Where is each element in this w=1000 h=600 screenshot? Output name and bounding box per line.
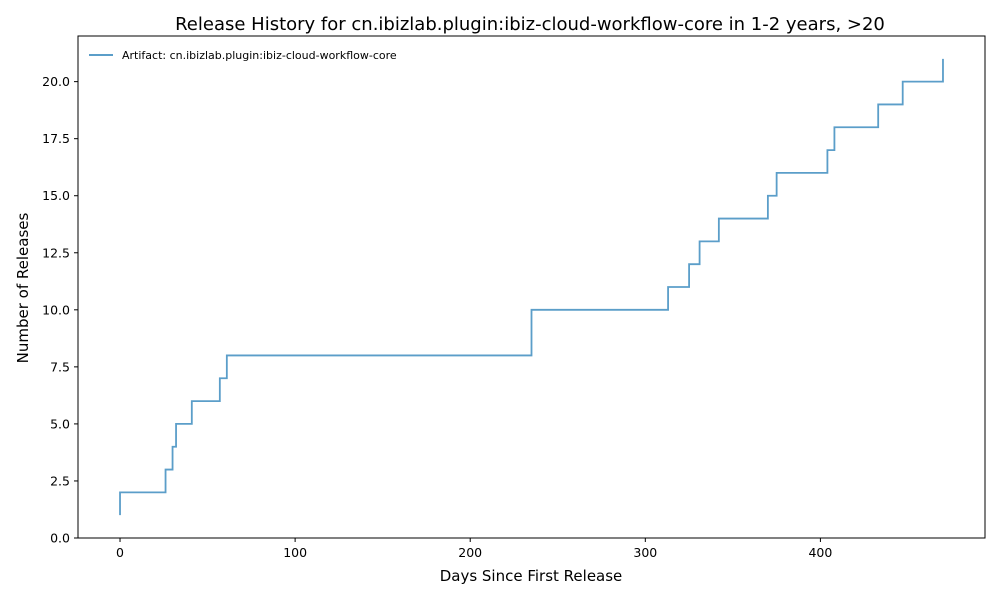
y-tick-label: 7.5 (50, 359, 70, 374)
y-axis: 0.0 2.5 5.0 7.5 10.0 12.5 15.0 17.5 20.0 (42, 74, 78, 546)
x-axis-label: Days Since First Release (440, 567, 623, 585)
x-axis: 0 100 200 300 400 (116, 538, 832, 560)
plot-marks (119, 58, 944, 516)
y-axis-label: Number of Releases (14, 212, 32, 363)
y-tick-label: 10.0 (42, 302, 70, 317)
y-tick-label: 0.0 (50, 531, 70, 546)
y-tick-label: 5.0 (50, 416, 70, 431)
y-tick-label: 15.0 (42, 188, 70, 203)
x-tick-label: 300 (633, 545, 657, 560)
x-tick-label: 200 (458, 545, 482, 560)
x-tick-label: 400 (808, 545, 832, 560)
series-line (119, 58, 944, 516)
y-tick-label: 17.5 (42, 131, 70, 146)
y-tick-label: 2.5 (50, 473, 70, 488)
x-tick-label: 100 (283, 545, 307, 560)
plot-area (78, 36, 985, 538)
chart-title: Release History for cn.ibizlab.plugin:ib… (175, 14, 885, 35)
legend: Artifact: cn.ibizlab.plugin:ibiz-cloud-w… (89, 49, 397, 62)
x-tick-label: 0 (116, 545, 124, 560)
y-tick-label: 20.0 (42, 74, 70, 89)
plot-frame (77, 35, 986, 539)
y-tick-label: 12.5 (42, 245, 70, 260)
legend-label: Artifact: cn.ibizlab.plugin:ibiz-cloud-w… (122, 49, 397, 62)
